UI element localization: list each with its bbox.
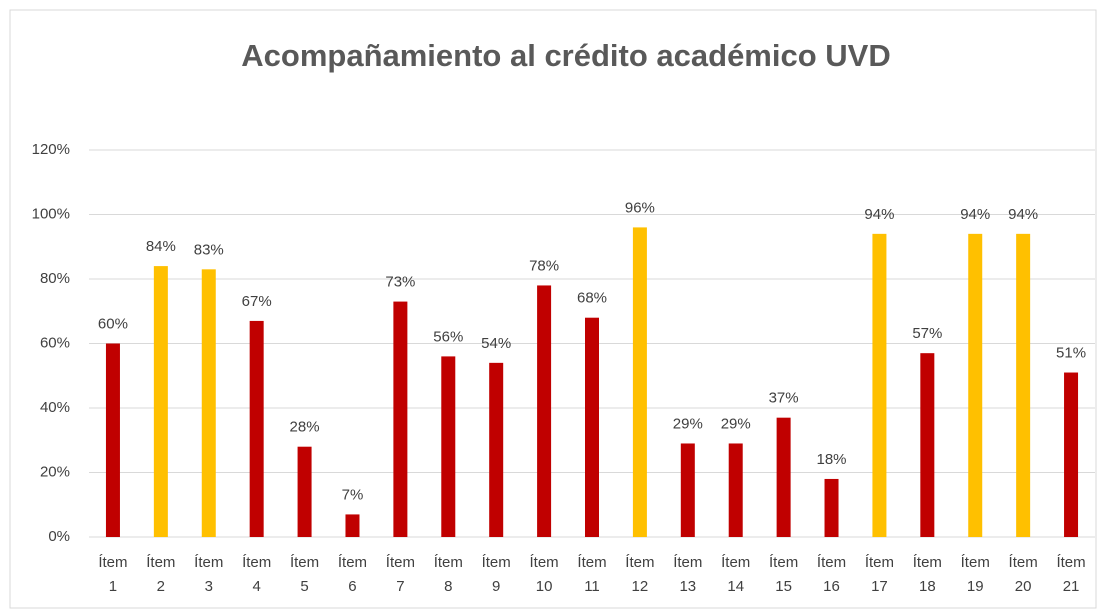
data-label: 56%: [433, 328, 463, 345]
data-label: 78%: [529, 257, 559, 274]
bar: [824, 478, 839, 537]
data-label: 60%: [98, 315, 128, 332]
data-label: 94%: [1008, 206, 1038, 223]
data-label: 54%: [481, 335, 511, 352]
x-tick-label: Ítem 2: [146, 554, 175, 595]
y-tick-label: 20%: [40, 463, 70, 480]
bar: [728, 443, 743, 537]
data-label: 28%: [290, 419, 320, 436]
data-label: 73%: [385, 274, 415, 291]
x-tick-label: Ítem 5: [290, 554, 319, 595]
y-tick-label: 100%: [32, 205, 70, 222]
bar: [537, 285, 552, 537]
data-label: 29%: [673, 415, 703, 432]
x-tick-label: Ítem 11: [577, 554, 606, 595]
data-label: 94%: [960, 206, 990, 223]
bar: [968, 233, 983, 537]
bar: [345, 514, 360, 537]
chart-frame: [9, 9, 1097, 609]
data-label: 68%: [577, 290, 607, 307]
x-tick-label: Ítem 20: [1009, 554, 1038, 595]
x-tick-label: Ítem 7: [386, 554, 415, 595]
y-tick-label: 40%: [40, 399, 70, 416]
bar: [585, 317, 599, 537]
x-tick-label: Ítem 14: [721, 554, 750, 595]
bar: [776, 417, 791, 537]
data-label: 57%: [912, 325, 942, 342]
x-tick-label: Ítem 1: [98, 554, 127, 595]
x-tick-label: Ítem 16: [817, 554, 846, 595]
x-tick-label: Ítem 15: [769, 554, 798, 595]
data-label: 7%: [342, 486, 364, 503]
bar: [393, 301, 408, 537]
x-tick-label: Ítem 13: [673, 554, 702, 595]
bar: [872, 233, 887, 537]
data-label: 37%: [769, 390, 799, 407]
x-tick-label: Ítem 10: [530, 554, 559, 595]
data-label: 18%: [817, 451, 847, 468]
x-tick-label: Ítem 8: [434, 554, 463, 595]
bar: [297, 446, 312, 537]
chart-title: Acompañamiento al crédito académico UVD: [241, 38, 890, 73]
x-tick-label: Ítem 3: [194, 554, 223, 595]
bar: [249, 320, 264, 537]
bar: [1016, 233, 1031, 537]
y-tick-label: 0%: [48, 528, 70, 545]
y-tick-label: 80%: [40, 270, 70, 287]
x-tick-label: Ítem 21: [1056, 554, 1085, 595]
x-tick-label: Ítem 9: [482, 554, 511, 595]
data-label: 84%: [146, 238, 176, 255]
x-tick-label: Ítem 6: [338, 554, 367, 595]
bar: [201, 269, 216, 537]
data-label: 29%: [721, 415, 751, 432]
data-label: 51%: [1056, 344, 1086, 361]
bar: [920, 353, 935, 537]
y-tick-label: 60%: [40, 334, 70, 351]
bar: [632, 227, 647, 537]
bar: [105, 343, 120, 537]
x-tick-label: Ítem 19: [961, 554, 990, 595]
data-label: 83%: [194, 241, 224, 258]
bar: [441, 356, 456, 537]
bar: [680, 443, 695, 537]
y-tick-label: 120%: [32, 141, 70, 158]
data-label: 67%: [242, 293, 272, 310]
x-tick-label: Ítem 17: [865, 554, 894, 595]
bar: [489, 362, 504, 537]
data-label: 94%: [864, 206, 894, 223]
data-label: 96%: [625, 199, 655, 216]
x-tick-label: Ítem 4: [242, 554, 271, 595]
x-tick-label: Ítem 12: [625, 554, 654, 595]
x-tick-label: Ítem 18: [913, 554, 942, 595]
bar: [1064, 372, 1079, 537]
bar: [153, 266, 168, 537]
